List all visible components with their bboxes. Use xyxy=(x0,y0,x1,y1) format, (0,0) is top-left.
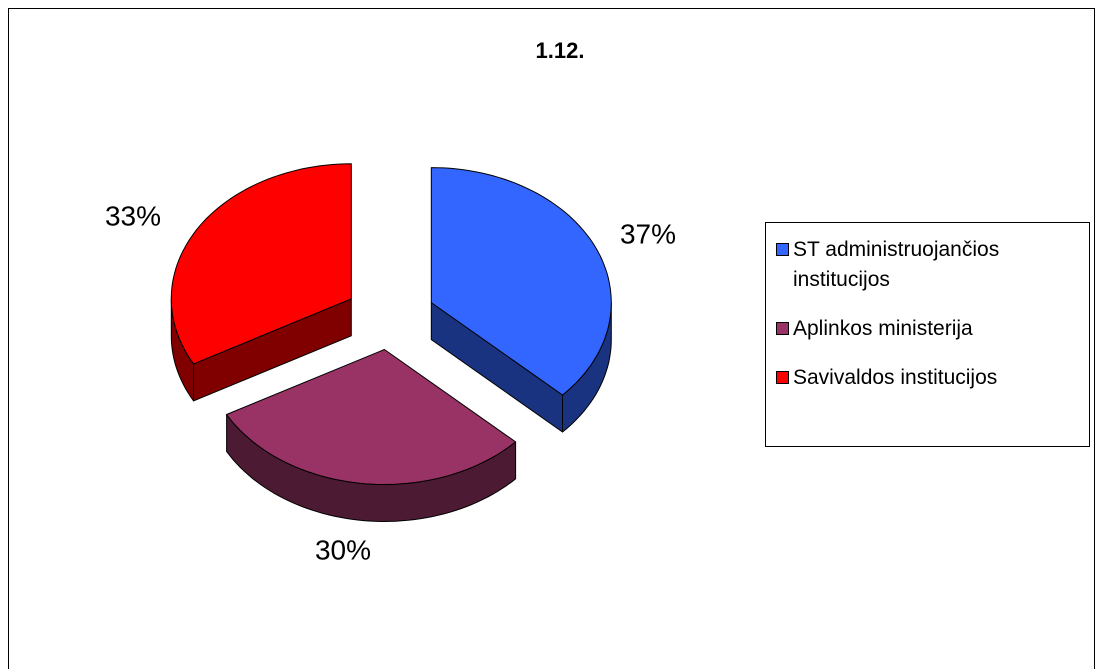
slice xyxy=(170,163,352,365)
legend-label: ST administruojančios institucijos xyxy=(793,238,1000,291)
data-label: 33% xyxy=(105,200,161,231)
legend: ST administruojančios institucijos Aplink… xyxy=(765,222,1090,447)
legend-label: Savivaldos institucijos xyxy=(793,366,998,389)
chart-title: 1.12. xyxy=(536,38,585,63)
chart-frame xyxy=(8,8,1095,669)
legend-item: ST administruojančios institucijos xyxy=(776,235,1079,295)
data-label: 37% xyxy=(620,218,676,249)
slice xyxy=(226,349,517,485)
legend-item: Savivaldos institucijos xyxy=(776,363,1079,393)
legend-item: Aplinkos ministerija xyxy=(776,314,1079,344)
legend-swatch xyxy=(776,371,789,384)
slice xyxy=(430,167,612,396)
legend-label: Aplinkos ministerija xyxy=(793,317,973,340)
data-label: 30% xyxy=(315,534,371,565)
legend-swatch xyxy=(776,243,789,256)
legend-swatch xyxy=(776,322,789,335)
